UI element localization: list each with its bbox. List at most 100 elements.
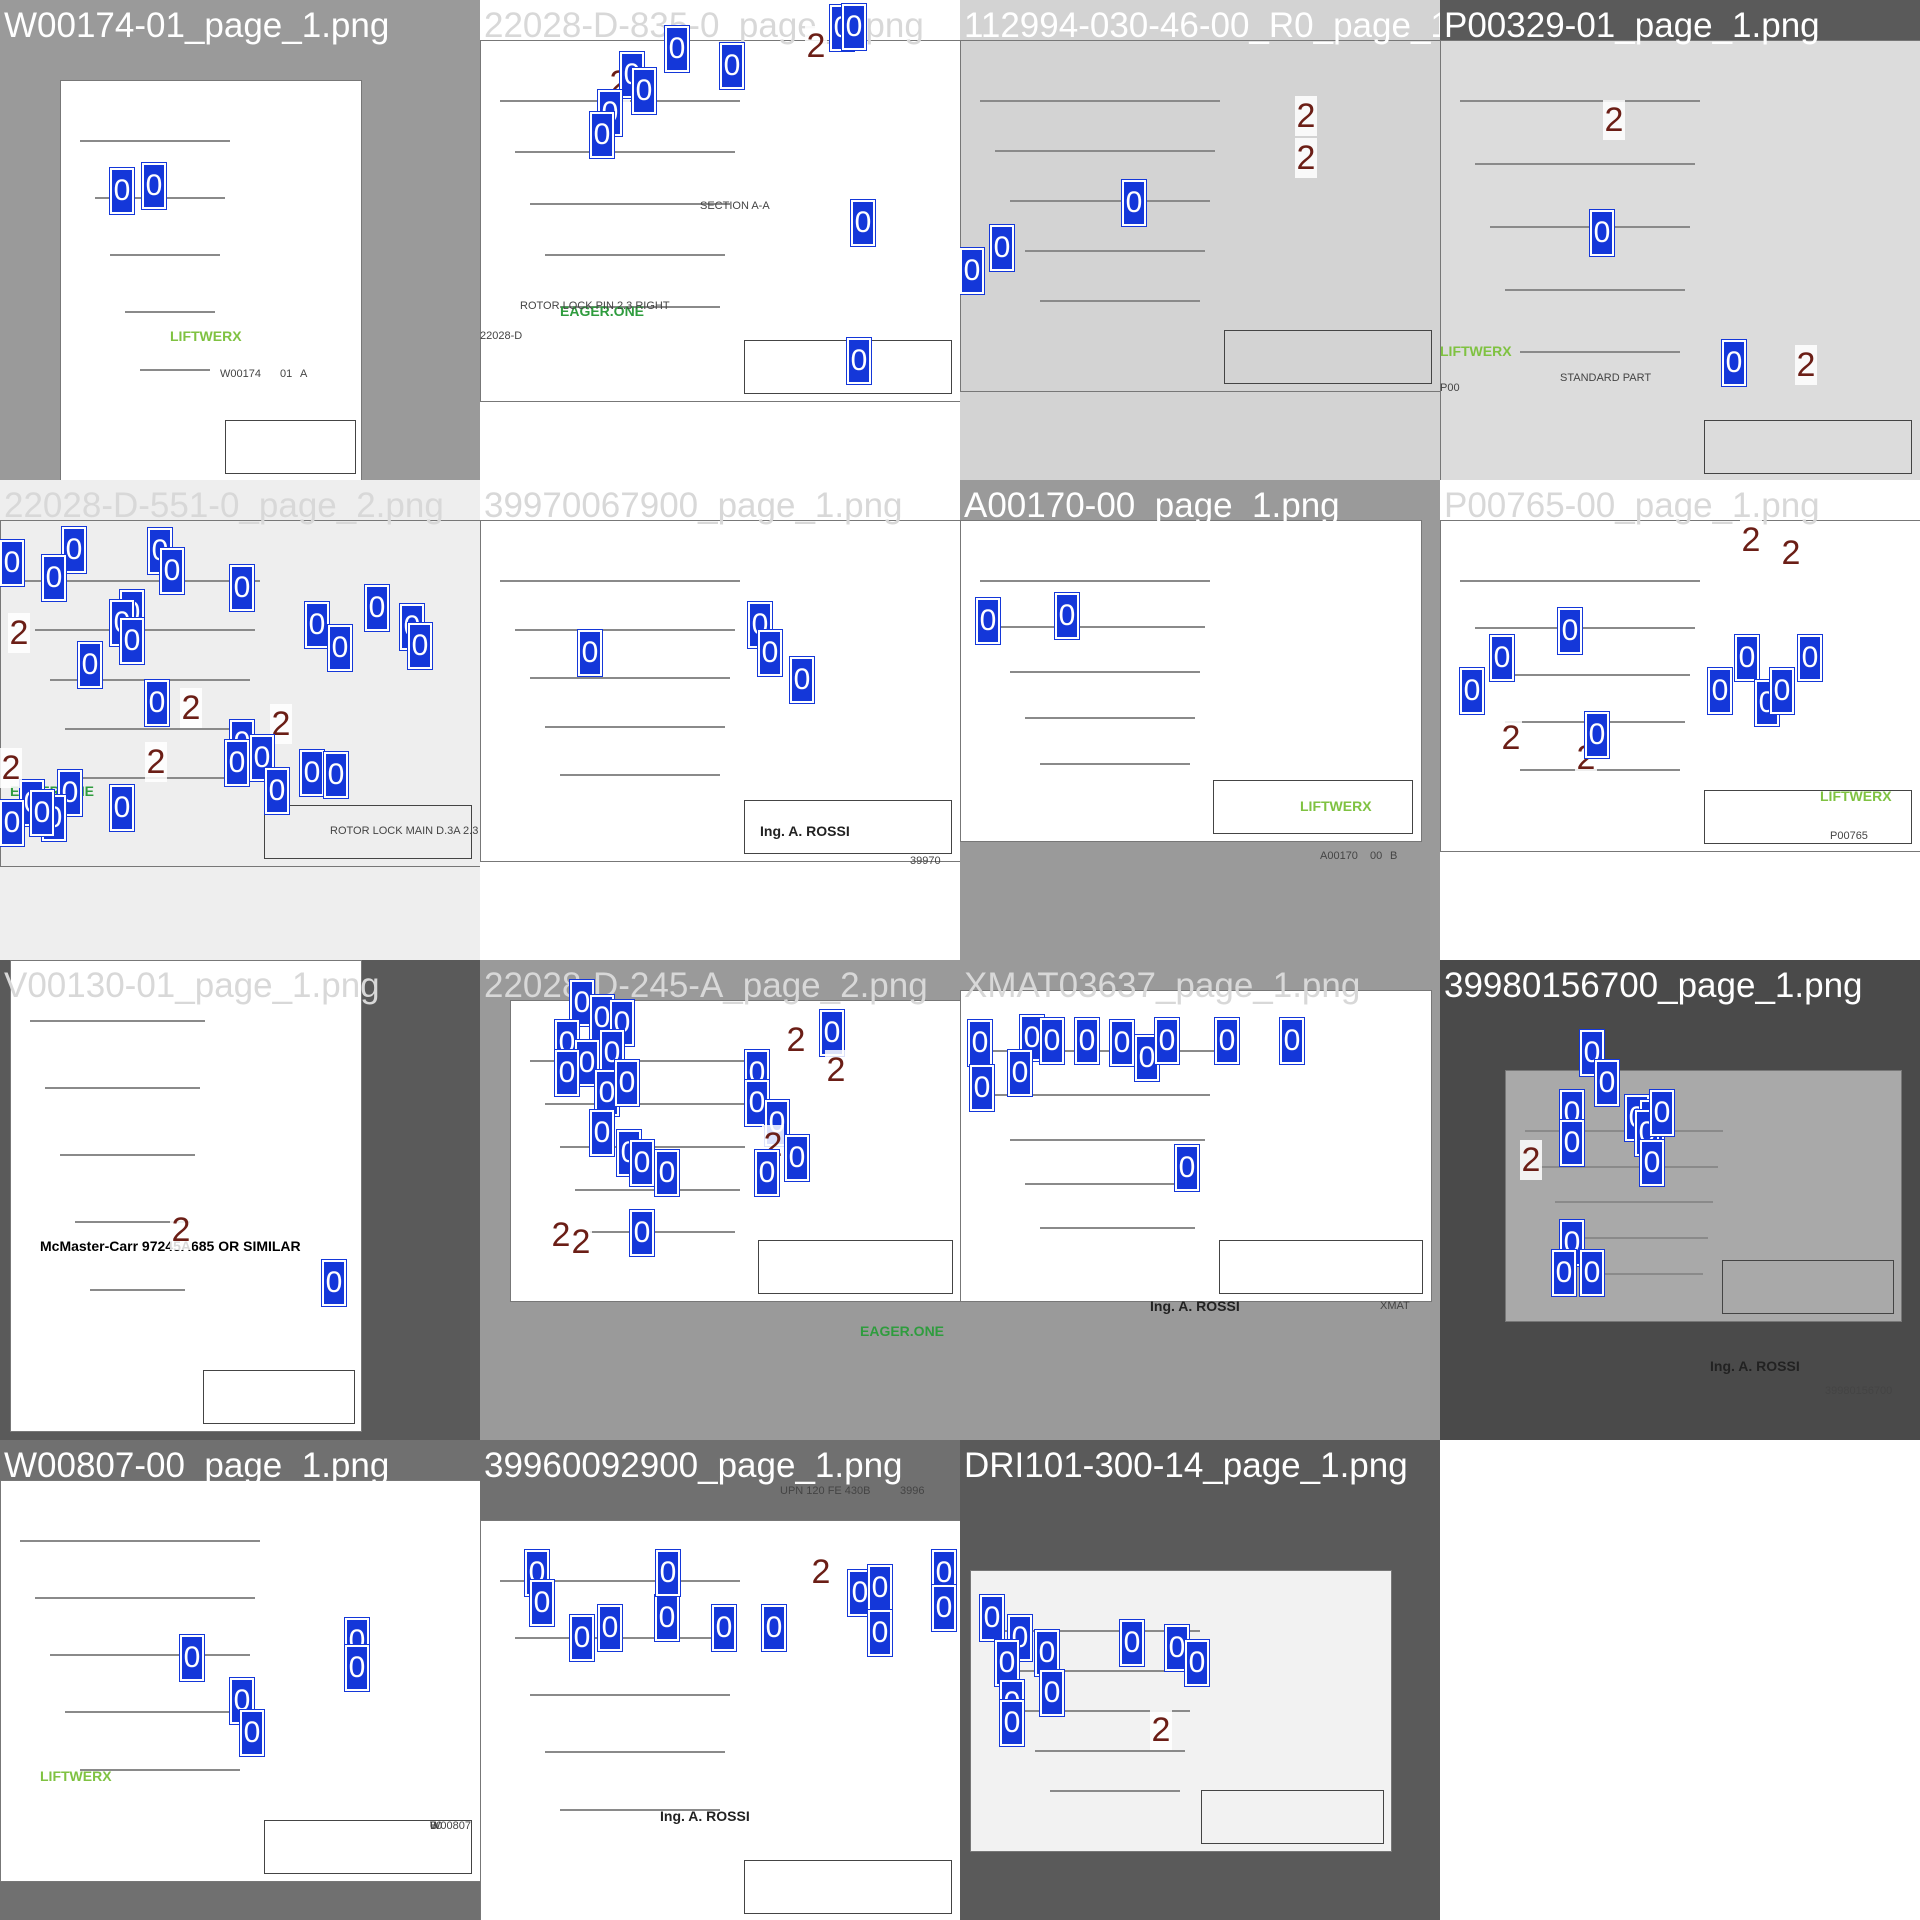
title-block (744, 1860, 953, 1914)
title-block-text: 39970 (910, 855, 941, 867)
marker-zero: 0 (785, 1135, 809, 1181)
marker-two: 2 (1520, 1140, 1542, 1180)
marker-zero: 0 (980, 1595, 1004, 1641)
title-block (1213, 780, 1413, 834)
marker-zero: 0 (630, 1210, 654, 1256)
title-block (1704, 790, 1913, 844)
drawing-line (515, 151, 735, 154)
marker-two: 2 (1150, 1710, 1172, 1750)
marker-zero: 0 (142, 163, 166, 209)
title-block (757, 1240, 953, 1294)
drawing-line (60, 1154, 195, 1157)
marker-zero: 0 (1558, 608, 1582, 654)
marker-zero: 0 (1175, 1145, 1199, 1191)
thumbnail-tile[interactable]: P00765-00_page_1.png LIFTWERX P00765 2 2 0 0 0 0… (1440, 480, 1920, 960)
title-block-text: W00807 (430, 1820, 471, 1832)
drawing-line (1005, 1670, 1195, 1672)
marker-zero: 0 (995, 1640, 1019, 1686)
title-block-text: 39980156700 (1825, 1385, 1893, 1397)
drawing-line (1035, 1750, 1185, 1752)
marker-zero: 0 (324, 752, 348, 798)
tile-filename: P00329-01_page_1.png (1444, 6, 1820, 45)
marker-zero: 0 (1075, 1018, 1099, 1064)
brand-logo: EAGER.ONE (560, 303, 645, 319)
drawing-line (125, 311, 215, 314)
drawing-line (1025, 250, 1205, 252)
marker-zero: 0 (1110, 1020, 1134, 1066)
drawing-line (1540, 1165, 1718, 1168)
marker-zero: 0 (145, 680, 169, 726)
marker-zero: 0 (42, 555, 66, 601)
thumbnail-tile[interactable]: DRI101-300-14_page_1.png00000000200 (960, 1440, 1440, 1920)
marker-two: 2 (810, 1552, 832, 1592)
drawing-line (75, 1221, 190, 1224)
marker-zero: 0 (590, 1110, 614, 1156)
drawing-line (1460, 580, 1700, 582)
marker-zero: 0 (665, 26, 689, 72)
thumbnail-tile[interactable]: A00170-00_page_1.png LIFTWERX A00170 00 B 0 0 (960, 480, 1440, 960)
title-block-text: 01 (280, 368, 293, 380)
thumbnail-tile[interactable]: 22028-D-835-0_page_1.png EAGER.ONE ROTOR L… (480, 0, 960, 480)
marker-zero: 0 (1120, 1620, 1144, 1666)
thumbnail-tile[interactable]: 39980156700_page_1.png Ing. A. ROSSI 39980… (1440, 960, 1920, 1440)
marker-two: 2 (1740, 520, 1762, 560)
drawing-line (140, 368, 210, 371)
thumbnail-tile[interactable]: W00174-01_page_1.png LIFTWERX W00174 01 A 0 0 (0, 0, 480, 480)
drawing-line (50, 678, 250, 681)
drawing-line (1585, 1272, 1703, 1275)
drawing-sheet (0, 1480, 480, 1882)
brand-logo: LIFTWERX (170, 328, 242, 344)
marker-zero: 0 (1215, 1018, 1239, 1064)
drawing-line (515, 628, 735, 631)
title-block-text: XMAT (1380, 1300, 1410, 1312)
drawing-line (1040, 762, 1190, 765)
marker-zero: 0 (578, 630, 602, 676)
tile-filename: 112994-030-46-00_R0_page_1.png (964, 6, 1440, 45)
title-block-text: P00765 (1830, 830, 1868, 842)
marker-zero: 0 (758, 630, 782, 676)
marker-zero: 0 (62, 527, 86, 573)
drawing-line (530, 1060, 755, 1062)
thumbnail-tile[interactable]: W00807-00_page_1.png LIFTWERX W00807 00 B 0 0 0… (0, 1440, 480, 1920)
marker-two: 2 (1603, 100, 1625, 140)
marker-two: 2 (550, 1215, 572, 1255)
marker-zero: 0 (1590, 210, 1614, 256)
marker-zero: 0 (322, 1260, 346, 1306)
title-block-text: P00 (1440, 382, 1460, 394)
brand-logo: EAGER.ONE (860, 1323, 945, 1339)
marker-zero: 0 (120, 618, 144, 664)
thumbnail-tile[interactable]: 39960092900_page_1.png Ing. A. ROSSI UPN 1… (480, 1440, 960, 1920)
brand-logo: Ing. A. ROSSI (660, 1808, 750, 1824)
title-block (744, 800, 953, 854)
marker-zero: 0 (110, 785, 134, 831)
drawing-line (1025, 717, 1195, 720)
marker-zero: 0 (932, 1585, 956, 1631)
title-block (1218, 1240, 1423, 1294)
thumbnail-tile[interactable]: 112994-030-46-00_R0_page_1.png22000 (960, 0, 1440, 480)
marker-two: 2 (1295, 138, 1317, 178)
title-block (1704, 420, 1913, 474)
thumbnail-tile[interactable]: 39970067900_page_1.png Ing. A. ROSSI 39970… (480, 480, 960, 960)
marker-zero: 0 (1580, 1250, 1604, 1296)
marker-zero: 0 (1008, 1050, 1032, 1096)
marker-zero: 0 (1722, 340, 1746, 386)
tile-filename: 22028-D-551-0_page_2.png (4, 486, 444, 525)
thumbnail-tile[interactable]: 22028-D-245-A_page_2.png EAGER.ONE 0 0 0 0 0 0 0… (480, 960, 960, 1440)
marker-zero: 0 (110, 168, 134, 214)
thumbnail-tile[interactable]: XMAT03637_page_1.png Ing. A. ROSSI XMAT 0 0 0… (960, 960, 1440, 1440)
marker-zero: 0 (976, 598, 1000, 644)
marker-zero: 0 (570, 1615, 594, 1661)
drawing-line (560, 1808, 720, 1811)
marker-zero: 0 (1000, 1700, 1024, 1746)
title-block-text: B (430, 1820, 438, 1832)
drawing-line (90, 1288, 185, 1291)
drawing-line (1010, 1138, 1205, 1141)
marker-two: 2 (170, 1210, 192, 1250)
marker-zero: 0 (225, 740, 249, 786)
thumbnail-tile[interactable]: P00329-01_page_1.png LIFTWERX STANDARD PAR… (1440, 0, 1920, 480)
marker-zero: 0 (1708, 668, 1732, 714)
drawing-line (1040, 300, 1200, 302)
